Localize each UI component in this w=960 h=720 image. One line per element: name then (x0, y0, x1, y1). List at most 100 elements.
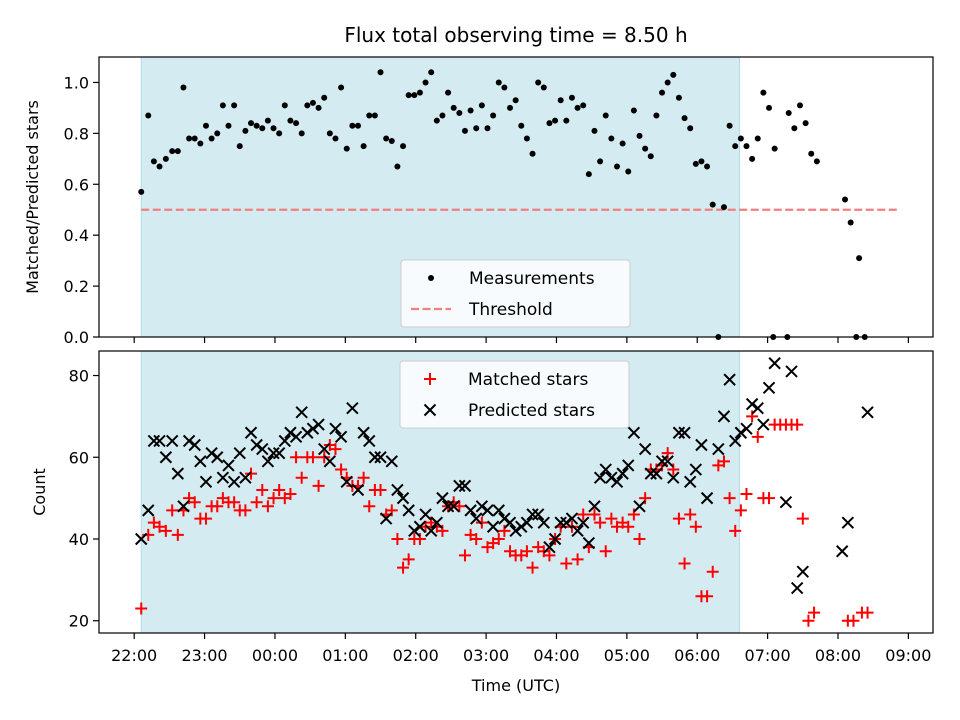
data-point (571, 524, 584, 538)
data-point (273, 483, 286, 496)
data-point (166, 504, 179, 517)
data-point (329, 443, 342, 456)
series-matched-stars (135, 410, 874, 627)
x-tick-label: 23:00 (182, 646, 228, 665)
data-point (250, 438, 263, 452)
data-point (334, 430, 348, 444)
data-point (385, 504, 398, 517)
plot-area (138, 69, 868, 340)
series-measurements (138, 69, 868, 340)
data-point (363, 500, 376, 513)
data-point (642, 145, 649, 152)
data-point (678, 426, 691, 439)
data-point (664, 79, 671, 86)
data-point (507, 104, 514, 111)
data-point (475, 500, 489, 513)
data-point (188, 496, 201, 509)
data-point (306, 422, 320, 435)
data-point (627, 426, 641, 439)
data-point (295, 406, 308, 419)
data-point (729, 434, 742, 448)
data-point (439, 112, 446, 119)
data-point (636, 132, 643, 139)
data-point (490, 112, 497, 119)
x-tick-label: 02:00 (393, 646, 439, 665)
data-point (495, 79, 502, 86)
data-point (411, 92, 418, 99)
data-point (616, 467, 629, 480)
data-point (734, 426, 748, 439)
data-point (700, 491, 714, 505)
data-point (231, 102, 238, 109)
legend-marker-x (423, 403, 437, 417)
data-point (655, 455, 669, 468)
data-point (842, 196, 849, 203)
data-point (447, 500, 460, 513)
data-point (552, 117, 559, 124)
data-point (267, 492, 280, 505)
data-point (585, 171, 592, 178)
data-point (211, 451, 224, 464)
data-point (422, 79, 429, 86)
data-point (740, 488, 753, 501)
data-point (458, 549, 471, 562)
data-point (430, 516, 444, 529)
data-point (363, 434, 376, 448)
data-point (276, 130, 283, 137)
data-point (329, 422, 342, 435)
data-point (754, 135, 761, 142)
data-point (461, 127, 468, 134)
x-tick-label: 05:00 (604, 646, 650, 665)
data-point (729, 524, 742, 537)
x-tick-label: 09:00 (885, 646, 931, 665)
data-point (689, 520, 702, 533)
y-axis-label: Matched/Predicted stars (23, 100, 42, 294)
data-point (841, 516, 855, 529)
x-tick-label: 07:00 (745, 646, 791, 665)
data-point (416, 89, 423, 96)
data-point (436, 524, 449, 537)
data-point (537, 516, 551, 529)
data-point (523, 135, 530, 142)
data-point (599, 463, 612, 476)
data-point (734, 504, 747, 517)
data-point (289, 430, 303, 444)
data-point (467, 107, 474, 114)
data-point (174, 148, 181, 155)
data-point (301, 426, 314, 439)
data-point (732, 143, 739, 150)
x-tick-label: 06:00 (674, 646, 720, 665)
data-point (473, 125, 480, 132)
data-point (225, 122, 232, 129)
data-point (239, 471, 252, 484)
y-tick-label: 40 (69, 530, 89, 549)
data-point (760, 89, 767, 96)
x-tick-label: 00:00 (252, 646, 298, 665)
data-point (312, 418, 325, 431)
data-point (424, 524, 438, 538)
data-point (388, 138, 395, 144)
data-point (520, 545, 533, 558)
plot-frame (98, 350, 934, 634)
data-point (813, 158, 820, 165)
data-point (683, 475, 697, 488)
data-point (394, 163, 401, 170)
series-predicted-stars (135, 357, 874, 595)
data-point (613, 163, 620, 170)
data-point (796, 512, 809, 525)
data-point (340, 475, 353, 488)
data-point (244, 426, 258, 439)
data-point (709, 201, 716, 208)
data-point (554, 516, 567, 529)
data-point (484, 125, 491, 132)
data-point (371, 112, 378, 119)
legend-frame (400, 259, 631, 328)
data-point (135, 532, 148, 546)
data-point (456, 110, 463, 116)
data-point (661, 447, 674, 460)
data-point (186, 135, 193, 142)
data-point (374, 451, 387, 464)
data-point (202, 122, 209, 129)
data-point (518, 122, 525, 129)
data-point (515, 520, 528, 533)
